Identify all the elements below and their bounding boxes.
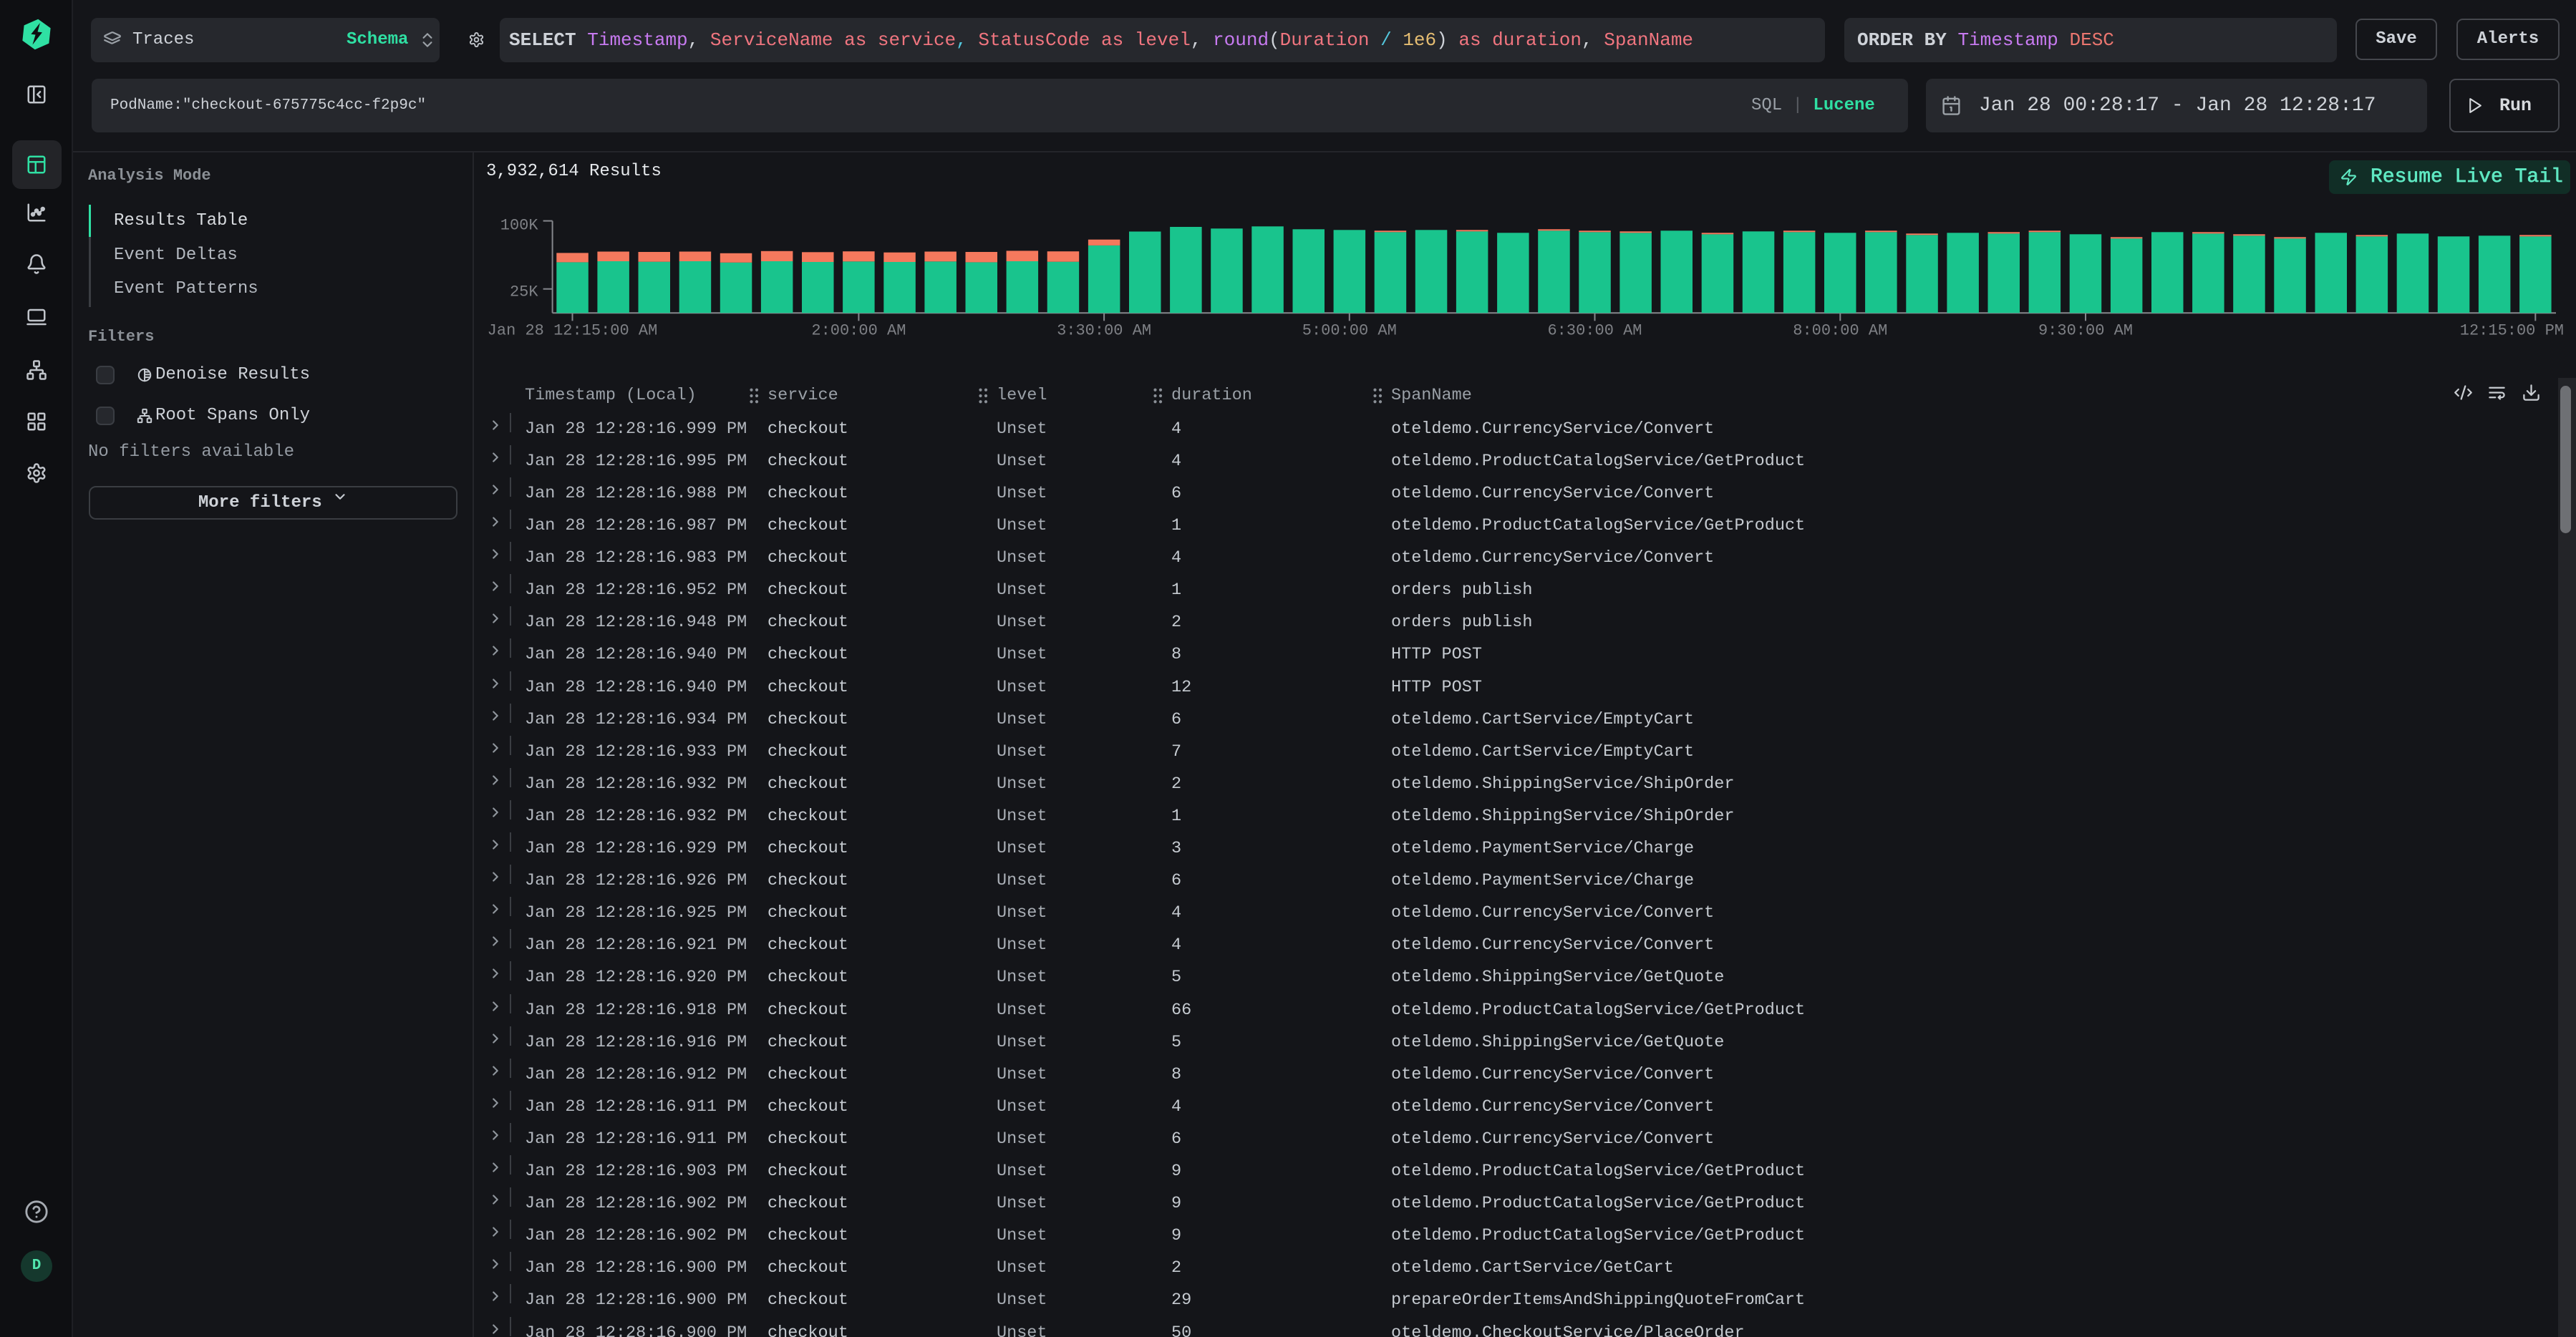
svg-text:9:30:00 AM: 9:30:00 AM [2038, 321, 2133, 339]
svg-text:6:30:00 AM: 6:30:00 AM [1547, 321, 1642, 339]
svg-text:Jan 28 12:15:00 AM: Jan 28 12:15:00 AM [488, 321, 658, 339]
svg-text:100K: 100K [500, 217, 539, 235]
svg-text:5:00:00 AM: 5:00:00 AM [1302, 321, 1397, 339]
svg-text:25K: 25K [510, 283, 538, 301]
svg-text:3:30:00 AM: 3:30:00 AM [1057, 321, 1151, 339]
svg-text:2:00:00 AM: 2:00:00 AM [811, 321, 906, 339]
svg-text:12:15:00 PM: 12:15:00 PM [2460, 321, 2564, 339]
svg-text:8:00:00 AM: 8:00:00 AM [1793, 321, 1887, 339]
